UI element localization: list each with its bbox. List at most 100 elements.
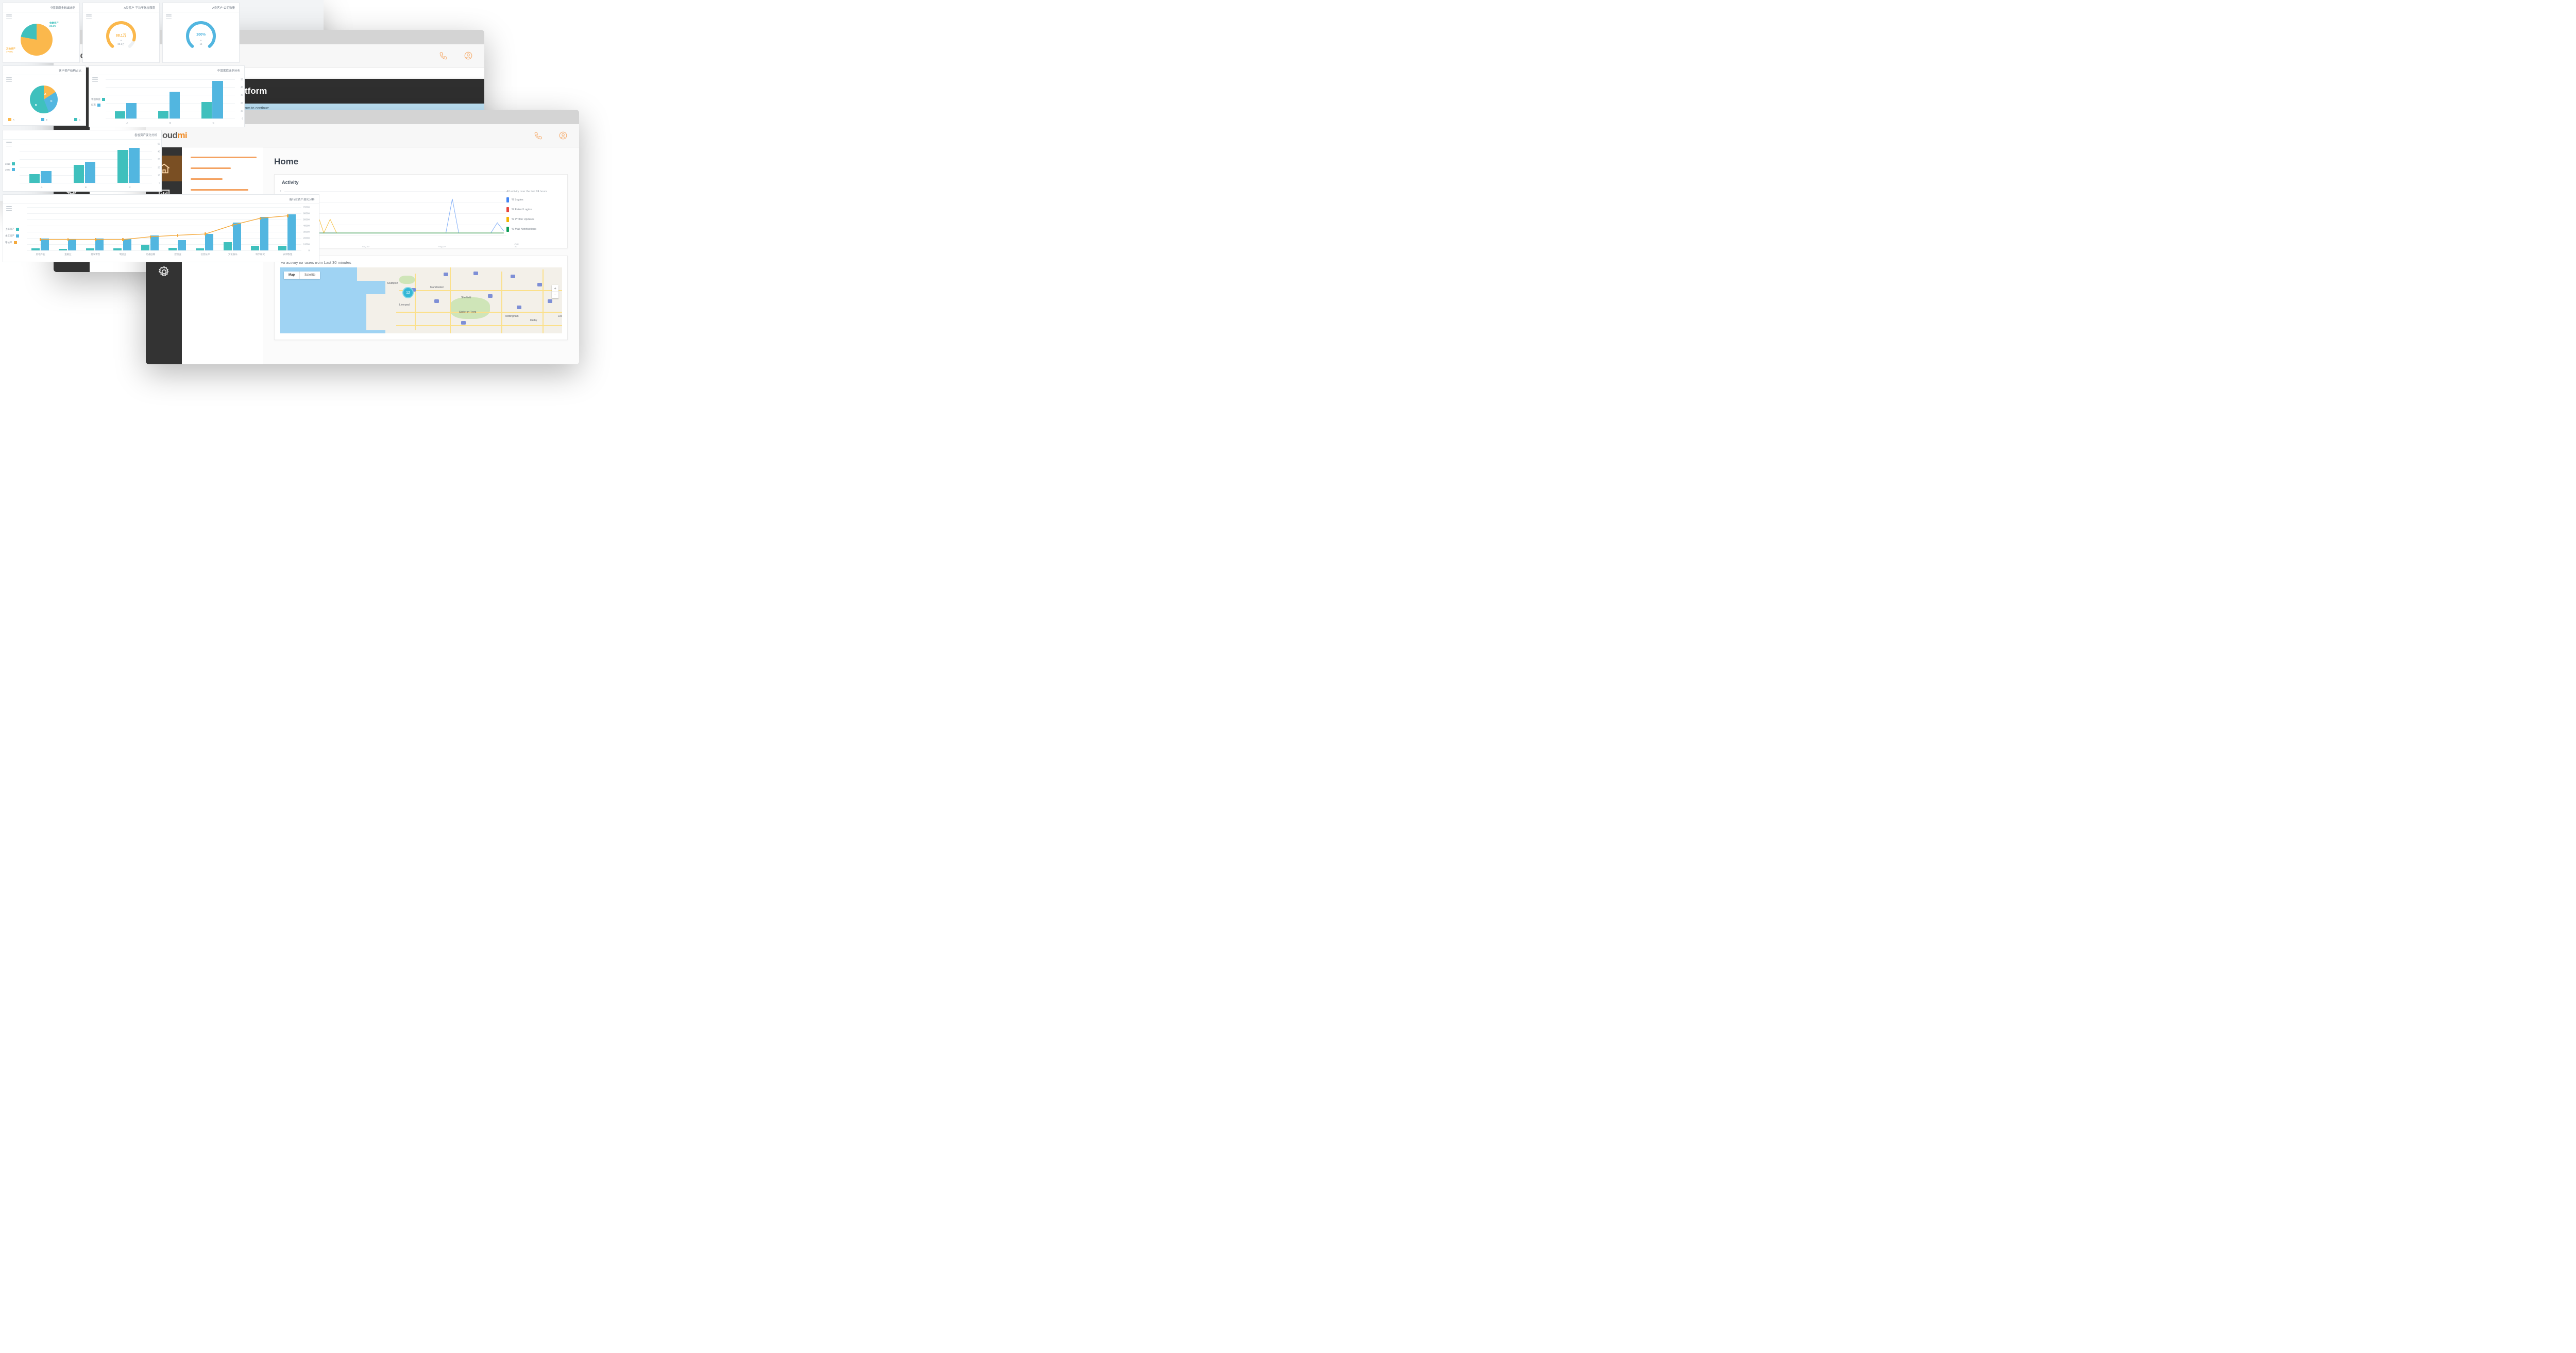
dashboard-card-gauge-count[interactable]: A类客户-公司数量 100% A 14 — [162, 3, 240, 63]
line-marker[interactable] — [122, 238, 124, 241]
bar[interactable] — [168, 247, 177, 250]
dashboard-card-gauge-amount[interactable]: A类客户-平均年化金额度 88.1万 A 88.1万 — [82, 3, 160, 63]
bar[interactable] — [123, 239, 131, 250]
line-marker[interactable] — [232, 223, 234, 227]
legend-item[interactable]: 2019 — [5, 162, 15, 165]
line-marker[interactable] — [259, 216, 261, 220]
bar[interactable] — [158, 110, 169, 119]
card-menu-icon[interactable] — [92, 77, 98, 83]
map-pin[interactable] — [473, 272, 478, 275]
bar[interactable] — [260, 217, 269, 250]
legend-item[interactable]: 2020 — [5, 168, 15, 171]
sidebar-item-settings[interactable] — [146, 259, 182, 284]
legend-item[interactable]: 中国家庭 — [91, 98, 105, 101]
map-pin[interactable] — [548, 299, 552, 303]
map-cluster-marker[interactable]: 12 — [402, 287, 414, 298]
dashboard-card-household-pie[interactable]: 中国家庭金融出比例 金融资产 22.1% 其他资产 77.9% — [3, 3, 80, 63]
bar[interactable] — [196, 248, 205, 250]
legend-item[interactable]: 上年资产 — [5, 228, 19, 231]
nav-link-placeholder[interactable] — [191, 178, 223, 180]
map-zoom-controls[interactable]: + − — [552, 285, 558, 298]
user-account-icon[interactable] — [464, 51, 473, 60]
bar[interactable] — [178, 240, 187, 250]
map-pin[interactable] — [517, 306, 521, 309]
bar[interactable] — [95, 239, 104, 250]
bar[interactable] — [205, 234, 214, 250]
map-zoom-in-button[interactable]: + — [552, 285, 558, 292]
card-menu-icon[interactable] — [166, 14, 172, 20]
map-toggle-map[interactable]: Map — [284, 272, 300, 279]
line-marker[interactable] — [177, 233, 179, 237]
card-menu-icon[interactable] — [6, 14, 12, 20]
card-menu-icon[interactable] — [86, 14, 92, 20]
legend-item[interactable]: % Failed Logins — [506, 207, 562, 212]
bar[interactable] — [287, 214, 296, 250]
browser-window-home-dashboard[interactable]: cloudmi — [146, 110, 579, 364]
dashboard-card-household-bar[interactable]: 中国家庭比例分布 0 10 20 30 40 50 A B C 中国家庭 城市 — [89, 65, 245, 127]
pie-slice-group[interactable] — [30, 86, 58, 113]
legend-item[interactable]: C — [74, 118, 80, 121]
map-toggle-satellite[interactable]: Satellite — [304, 274, 316, 277]
line-marker[interactable] — [287, 214, 289, 217]
bar[interactable] — [113, 248, 122, 250]
map-pin[interactable] — [411, 288, 416, 292]
bar[interactable] — [84, 161, 96, 183]
chart-industry-combo[interactable]: 0 10000 20000 30000 40000 50000 60000 70000 房地产业… — [3, 204, 319, 261]
legend-item[interactable]: B — [41, 118, 47, 121]
chart-household-bar[interactable]: 0 10 20 30 40 50 A B C 中国家庭 城市 — [89, 75, 244, 126]
line-marker[interactable] — [95, 238, 96, 241]
user-account-icon[interactable] — [558, 131, 568, 140]
bar[interactable] — [31, 248, 40, 250]
bar[interactable] — [58, 248, 67, 250]
card-menu-icon[interactable] — [6, 77, 12, 83]
card-menu-icon[interactable] — [6, 142, 12, 147]
bar[interactable] — [40, 239, 49, 250]
bar[interactable] — [169, 92, 180, 119]
bar[interactable] — [278, 245, 287, 250]
chart-household-pie[interactable]: 金融资产 22.1% 其他资产 77.9% — [3, 12, 79, 61]
nav-link-placeholder[interactable] — [191, 167, 231, 169]
dashboard-card-province-bar[interactable]: 各省资产变化分析 0 10 20 30 40 50 A B C 2019 2020 — [3, 130, 162, 192]
bar[interactable] — [29, 174, 40, 183]
legend-item[interactable]: 本年资产 — [5, 234, 19, 238]
legend-item[interactable]: A — [8, 118, 14, 121]
card-menu-icon[interactable] — [6, 206, 12, 212]
pie-slice-group[interactable] — [21, 24, 53, 56]
bar[interactable] — [150, 235, 159, 250]
bar[interactable] — [67, 239, 76, 250]
map-pin[interactable] — [488, 294, 493, 298]
dashboard-card-asset-structure[interactable]: 客户资产结构占比 A B C C B A — [3, 65, 86, 126]
line-marker[interactable] — [67, 238, 69, 241]
map-type-toggle[interactable]: Map Satellite — [284, 272, 320, 279]
bar[interactable] — [212, 81, 223, 119]
support-phone-icon[interactable] — [534, 131, 543, 140]
bar[interactable] — [201, 102, 212, 119]
legend-item[interactable]: % Profile Updates — [506, 217, 562, 222]
line-marker[interactable] — [149, 235, 151, 239]
chart-gauge-count[interactable]: 100% A 14 — [163, 12, 239, 61]
legend-item[interactable]: % Logins — [506, 197, 562, 202]
legend-item[interactable]: 增长率 — [5, 241, 17, 244]
chart-gauge-amount[interactable]: 88.1万 A 88.1万 — [83, 12, 159, 61]
chart-province-bar[interactable]: 0 10 20 30 40 50 A B C 2019 2020 — [3, 140, 161, 190]
dashboard-card-industry-combo[interactable]: 各行业资产变化分析 0 10000 20000 30000 40000 50000 6000… — [3, 194, 319, 262]
bar[interactable] — [129, 147, 140, 183]
map-pin[interactable] — [434, 299, 439, 303]
map-pin[interactable] — [444, 273, 448, 276]
line-marker[interactable] — [205, 232, 206, 236]
bar[interactable] — [223, 242, 232, 250]
bar[interactable] — [126, 103, 137, 119]
legend-item[interactable]: 城市 — [91, 104, 100, 107]
support-phone-icon[interactable] — [439, 51, 448, 60]
line-marker[interactable] — [40, 238, 41, 241]
chart-asset-structure-pie[interactable]: A B C C B A — [3, 75, 86, 124]
bar[interactable] — [86, 248, 95, 250]
activity-map[interactable]: Map Satellite 12 Manchester Sheffield — [280, 267, 562, 333]
map-pin[interactable] — [461, 321, 466, 325]
map-pin[interactable] — [511, 275, 515, 278]
legend-item[interactable]: % Mail Notifications — [506, 227, 562, 232]
bar[interactable] — [115, 111, 126, 119]
bar[interactable] — [117, 150, 128, 183]
nav-link-placeholder[interactable] — [191, 189, 248, 191]
bar[interactable] — [232, 223, 241, 250]
